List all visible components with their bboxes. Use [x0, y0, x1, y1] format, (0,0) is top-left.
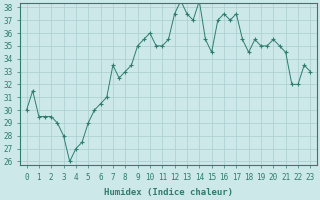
X-axis label: Humidex (Indice chaleur): Humidex (Indice chaleur): [104, 188, 233, 197]
